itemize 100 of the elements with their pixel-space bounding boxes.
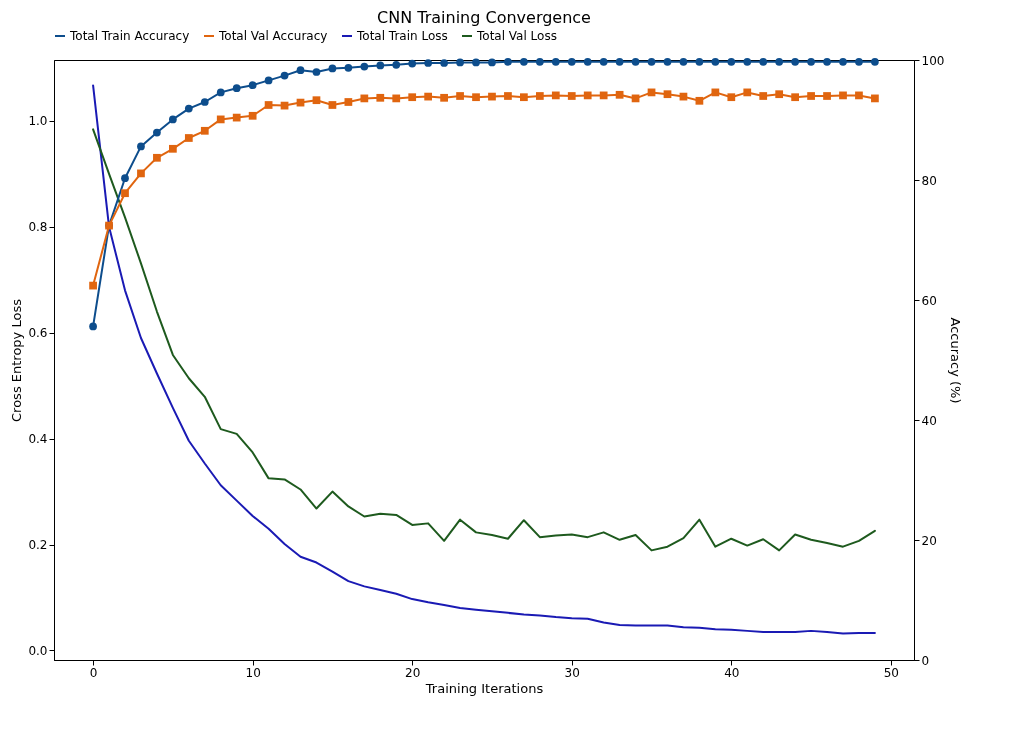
x-tick-label: 20 (405, 665, 421, 680)
x-tick-label: 10 (245, 665, 261, 680)
point (711, 57, 720, 66)
point (392, 60, 401, 69)
point (312, 68, 321, 76)
point (520, 57, 528, 66)
point (488, 58, 496, 67)
point (456, 92, 464, 100)
point (248, 81, 257, 90)
y-tick-label: 0.0 (28, 643, 48, 658)
x-tick-label: 30 (564, 665, 580, 680)
point (376, 93, 385, 102)
point (775, 57, 784, 66)
point (169, 115, 177, 124)
point (711, 88, 720, 97)
point (855, 91, 863, 100)
point (248, 111, 257, 120)
point (775, 90, 784, 99)
point (520, 93, 528, 102)
point (328, 64, 337, 73)
point (695, 57, 704, 66)
point (695, 96, 704, 105)
point (216, 115, 225, 124)
point (759, 92, 768, 100)
point (807, 57, 815, 66)
point (312, 96, 321, 105)
point (280, 71, 289, 80)
point (200, 98, 209, 106)
point (344, 98, 353, 106)
point (121, 174, 129, 183)
point (137, 142, 145, 151)
y-tick-label: 0.4 (28, 432, 48, 447)
point (376, 61, 385, 70)
line-series (92, 84, 876, 635)
point (871, 94, 879, 103)
point (504, 92, 512, 100)
point (727, 57, 736, 66)
legend-label: Total Val Accuracy (218, 29, 328, 43)
y2-axis-title: Accuracy (%) (948, 317, 964, 404)
y2-tick-label: 100 (921, 53, 945, 68)
point (360, 62, 369, 71)
y-tick-label: 1.0 (28, 114, 48, 129)
point (89, 281, 97, 290)
point (535, 57, 544, 66)
point (631, 57, 640, 66)
point (184, 104, 193, 113)
point (360, 94, 369, 103)
legend-label: Total Train Loss (356, 29, 448, 43)
point (743, 88, 752, 97)
point (504, 57, 512, 66)
point (855, 57, 863, 66)
x-tick-label: 0 (89, 665, 98, 680)
point (551, 57, 560, 66)
point (743, 57, 752, 66)
point (663, 90, 672, 99)
y-axis-title: Cross Entropy Loss (9, 298, 25, 422)
y2-tick-label: 60 (921, 293, 937, 308)
point (807, 92, 815, 100)
point (89, 322, 97, 331)
point (488, 92, 496, 101)
point (759, 57, 768, 66)
x-tick-label: 40 (724, 665, 740, 680)
point (551, 91, 560, 100)
point (791, 93, 799, 102)
point (456, 58, 464, 67)
y2-tick-label: 40 (921, 413, 937, 428)
point (424, 92, 433, 101)
point (344, 63, 353, 72)
point (472, 93, 480, 102)
point (200, 126, 209, 135)
point (153, 128, 161, 137)
point (264, 101, 273, 109)
point (184, 134, 193, 142)
point (137, 169, 145, 178)
x-axis-title: Training Iterations (424, 680, 544, 696)
point (472, 58, 480, 67)
point (264, 76, 273, 85)
point (535, 92, 544, 100)
point (663, 57, 672, 66)
point (791, 57, 799, 66)
point (647, 57, 656, 66)
point (216, 88, 225, 97)
point (615, 90, 624, 99)
y-tick-label: 0.2 (28, 538, 48, 553)
y2-tick-label: 20 (921, 533, 937, 548)
point (328, 101, 337, 109)
y2-tick-label: 80 (921, 173, 937, 188)
point (615, 57, 624, 66)
point (392, 94, 401, 103)
point (583, 91, 592, 100)
point (599, 91, 608, 100)
point (599, 57, 608, 66)
chart-title: CNN Training Convergence (377, 8, 591, 27)
point (440, 93, 448, 102)
point (232, 84, 241, 93)
point (679, 57, 688, 66)
point (440, 59, 448, 67)
legend-label: Total Train Accuracy (69, 29, 190, 43)
point (296, 66, 305, 75)
y-tick-label: 0.6 (28, 326, 48, 341)
